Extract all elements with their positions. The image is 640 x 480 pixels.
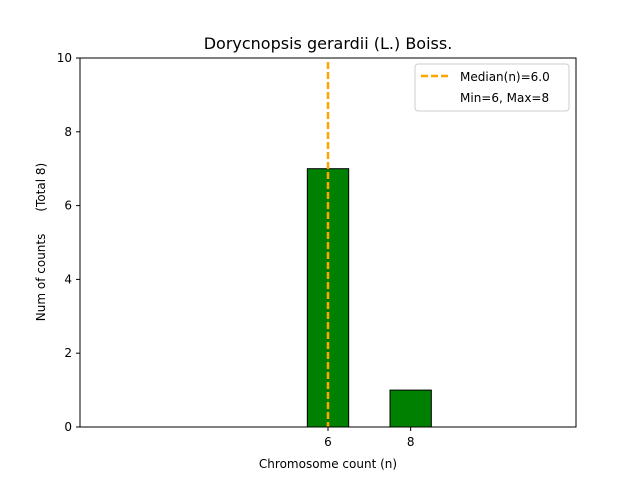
y-axis-label-main: Num of counts <box>34 234 48 322</box>
x-tick-label: 8 <box>407 435 415 449</box>
y-tick-label: 0 <box>64 420 72 434</box>
y-axis-label: Num of counts (Total 8) <box>34 163 48 321</box>
y-tick-label: 2 <box>64 346 72 360</box>
bar-n-8 <box>389 389 432 428</box>
y-axis-ticks: 0 2 4 6 8 10 <box>57 51 80 434</box>
legend-median-label: Median(n)=6.0 <box>460 70 550 84</box>
legend-box <box>414 63 570 112</box>
y-axis-label-total: (Total 8) <box>34 163 48 212</box>
y-tick-label: 4 <box>64 272 72 286</box>
legend: Median(n)=6.0 Min=6, Max=8 <box>414 63 570 112</box>
y-tick-label: 6 <box>64 199 72 213</box>
legend-minmax-label: Min=6, Max=8 <box>460 91 549 105</box>
chart-title: Dorycnopsis gerardii (L.) Boiss. <box>204 34 453 53</box>
y-tick-label: 8 <box>64 125 72 139</box>
x-axis-label: Chromosome count (n) <box>259 457 397 471</box>
y-tick-label: 10 <box>57 51 72 65</box>
x-tick-label: 6 <box>324 435 332 449</box>
